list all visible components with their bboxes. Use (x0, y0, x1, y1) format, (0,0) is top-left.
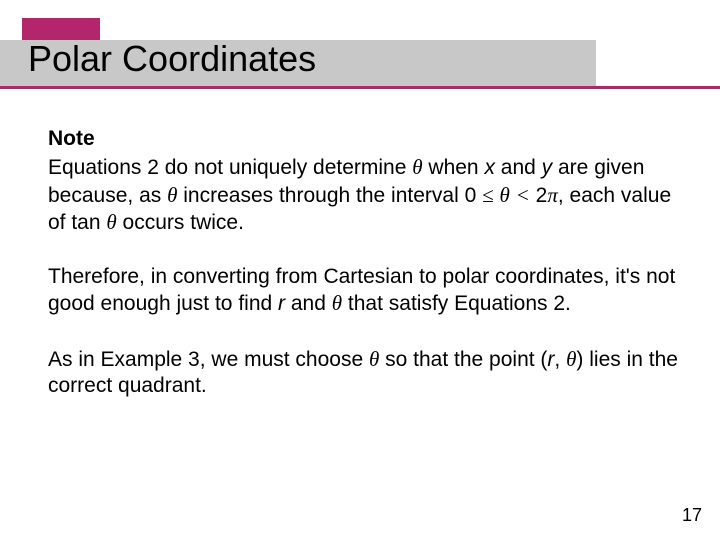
le-symbol: ≤ (482, 183, 494, 207)
text: Equations 2 do not uniquely determine (48, 156, 412, 179)
theta-symbol: θ (412, 155, 422, 179)
pi-symbol: π (547, 183, 558, 207)
var-r: r (278, 292, 285, 315)
text: occurs twice. (117, 211, 244, 234)
theta-symbol: θ (499, 183, 509, 207)
note-label: Note (48, 126, 680, 152)
text: 2 (530, 184, 548, 207)
text: when (423, 156, 485, 179)
text: that satisfy Equations 2. (342, 292, 571, 315)
theta-symbol: θ (106, 210, 116, 234)
paragraph-3: As in Example 3, we must choose θ so tha… (48, 346, 680, 400)
theta-symbol: θ (332, 291, 342, 315)
text: so that the point ( (379, 348, 547, 371)
theta-symbol: θ (369, 347, 379, 371)
text: and (285, 292, 332, 315)
text: , (554, 348, 566, 371)
text: and (495, 156, 542, 179)
text: As in Example 3, we must choose (48, 348, 369, 371)
body-content: Note Equations 2 do not uniquely determi… (48, 126, 680, 399)
var-x: x (484, 156, 495, 179)
page-title: Polar Coordinates (28, 38, 316, 80)
theta-symbol: θ (566, 347, 576, 371)
theta-symbol: θ (167, 183, 177, 207)
paragraph-2: Therefore, in converting from Cartesian … (48, 264, 680, 318)
page-number: 17 (682, 505, 702, 526)
slide: Polar Coordinates Note Equations 2 do no… (0, 0, 720, 540)
lt-symbol: < (516, 183, 530, 207)
accent-block (22, 18, 100, 40)
text: increases through the interval 0 (177, 184, 482, 207)
var-y: y (542, 156, 553, 179)
title-underline (0, 86, 720, 89)
paragraph-1: Equations 2 do not uniquely determine θ … (48, 154, 680, 236)
